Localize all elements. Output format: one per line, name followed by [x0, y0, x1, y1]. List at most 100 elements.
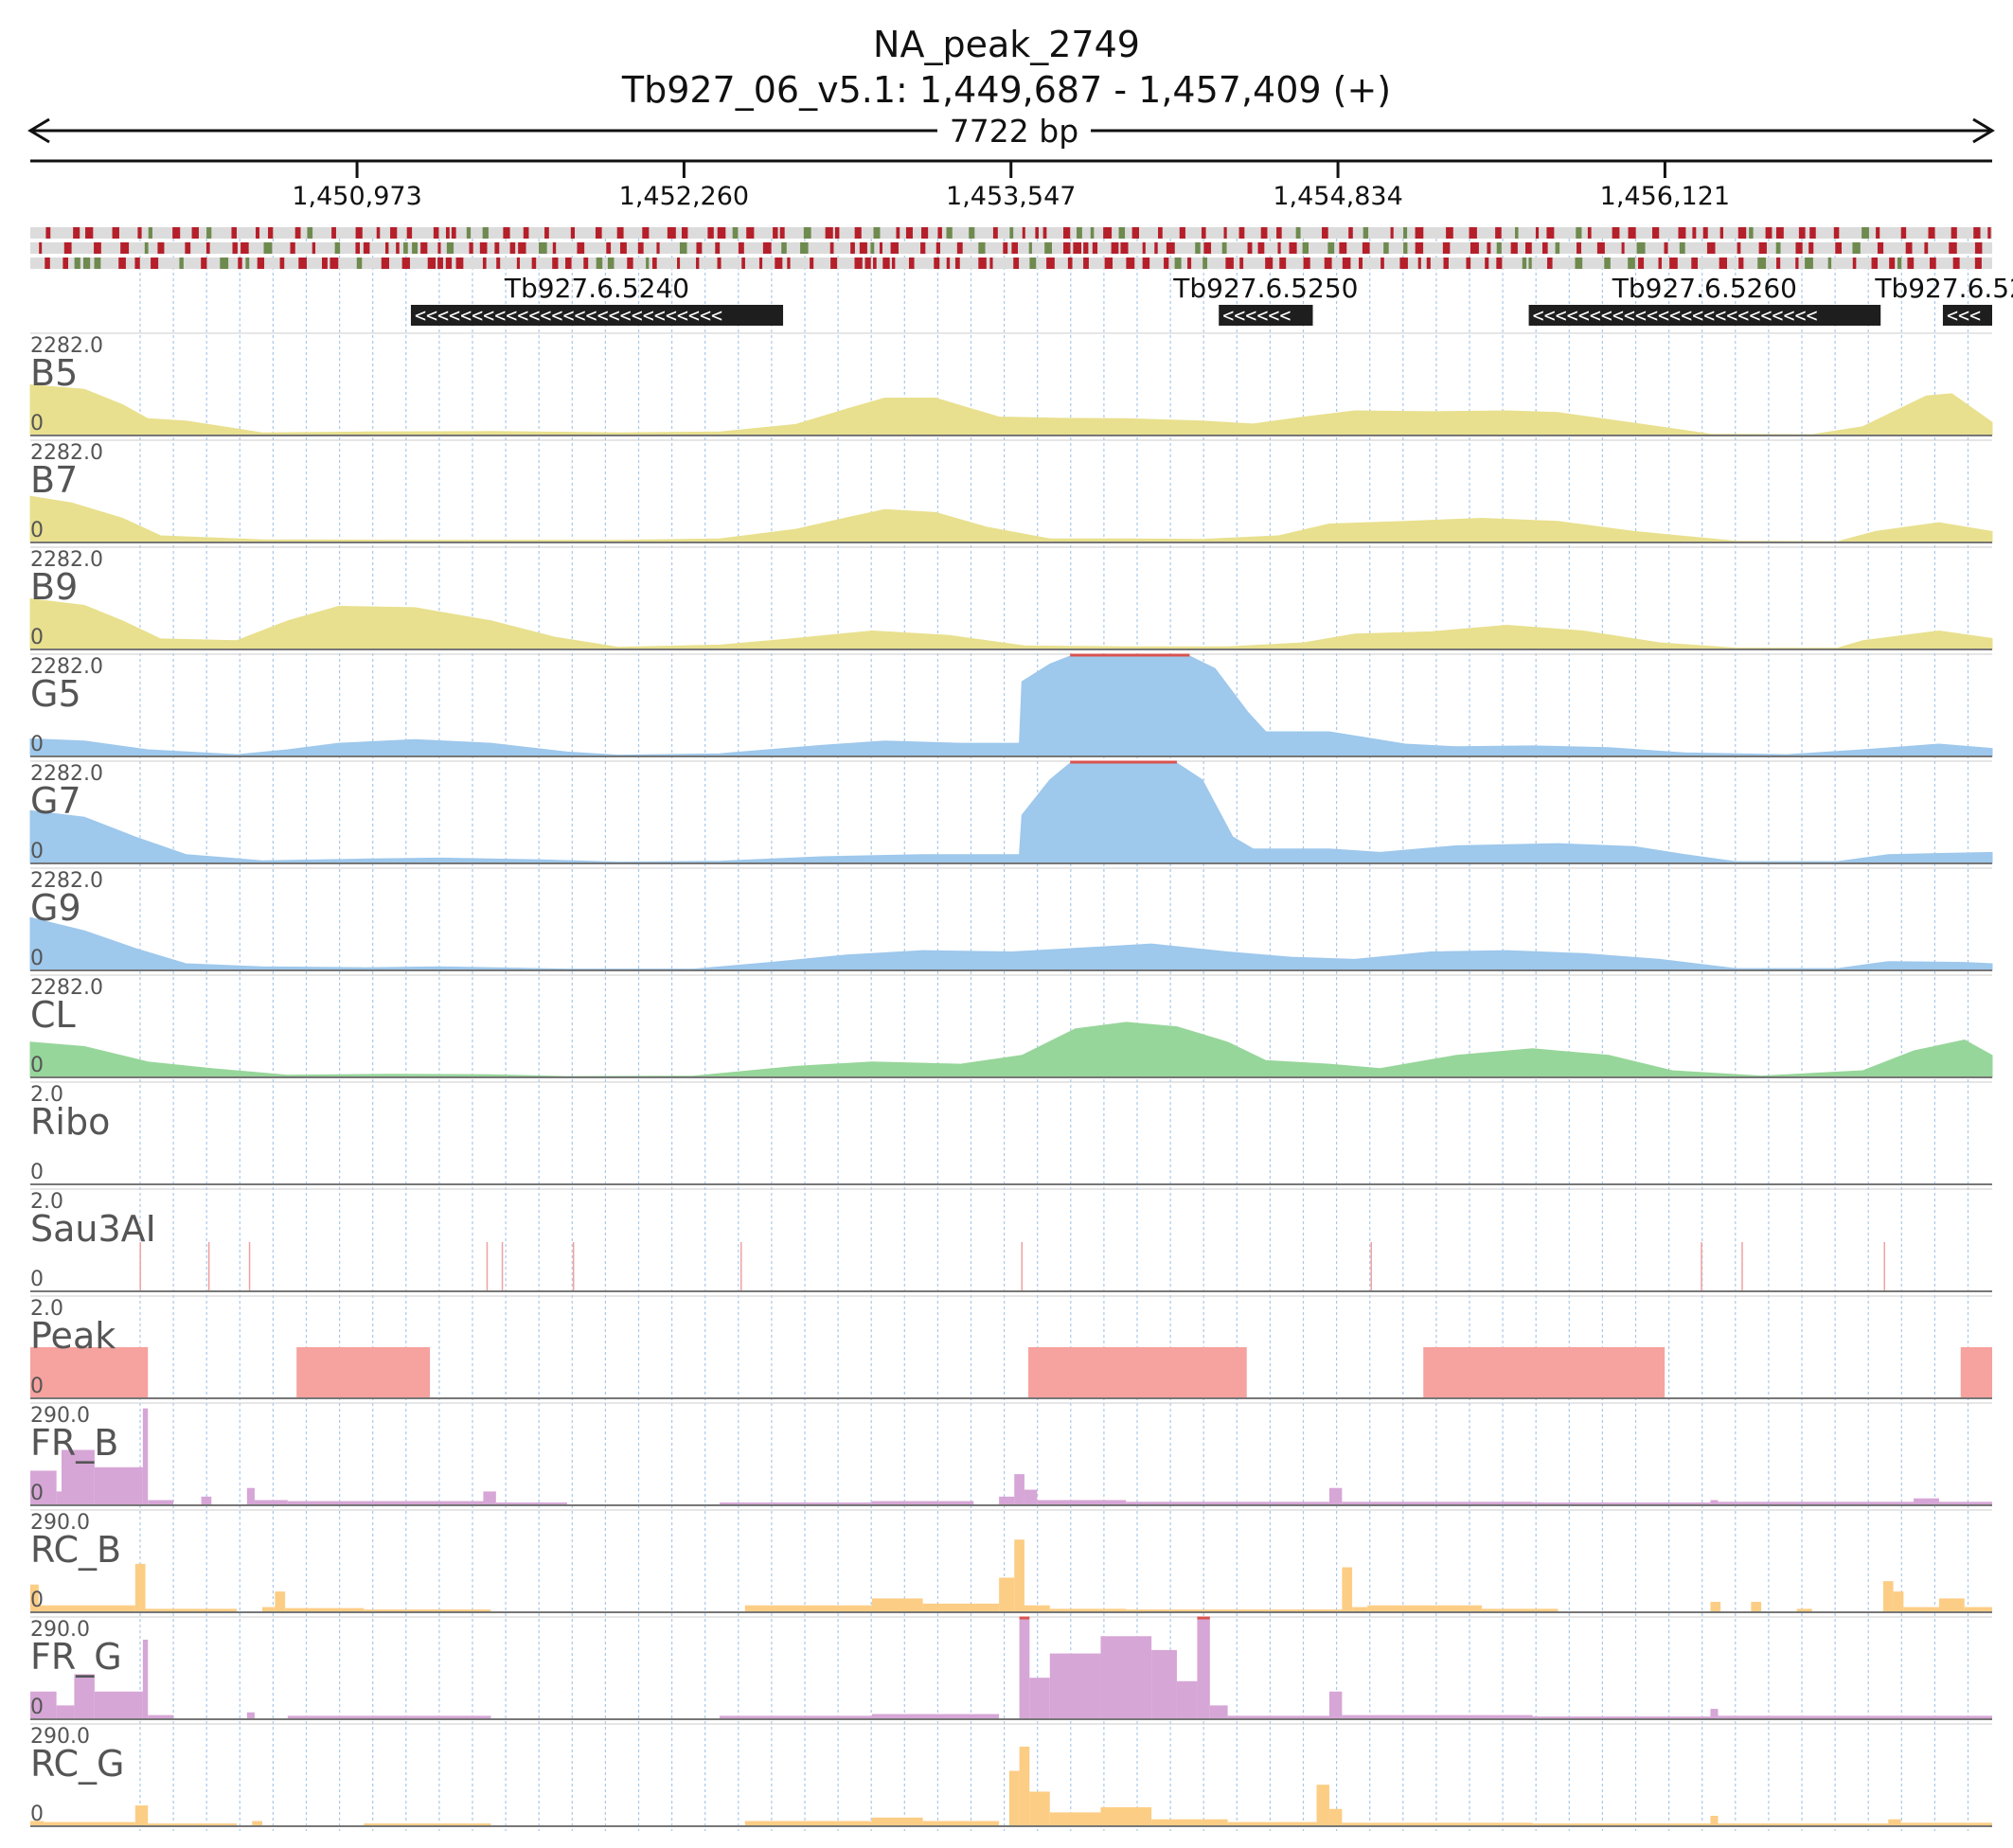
signal-bar	[1049, 1812, 1101, 1826]
sequence-band-mark	[707, 227, 714, 239]
sequence-band-mark	[1399, 258, 1408, 269]
sequence-band-mark	[298, 258, 307, 269]
gene-body-0	[410, 305, 784, 326]
signal-bar	[74, 1674, 95, 1719]
sequence-band-mark	[1638, 258, 1645, 269]
track-area-B9	[29, 598, 1993, 650]
track-max-label: 290.0	[30, 1404, 90, 1428]
sequence-band-mark	[307, 227, 313, 239]
signal-bar	[285, 1608, 365, 1612]
sequence-band-mark	[1930, 258, 1936, 269]
sequence-band-mark	[1223, 227, 1227, 239]
sequence-band-mark	[717, 258, 721, 269]
sequence-band-mark	[63, 242, 72, 254]
signal-bar	[1914, 1498, 1939, 1505]
sequence-band-mark	[403, 242, 408, 254]
signal-bar	[1037, 1500, 1127, 1505]
sequence-band-mark	[437, 242, 441, 254]
sequence-band-mark	[39, 242, 43, 254]
sequence-band-mark	[45, 258, 50, 269]
signal-bar	[1316, 1785, 1329, 1826]
sequence-band-mark	[607, 258, 615, 269]
sequence-band-mark	[616, 227, 624, 239]
sequence-band-mark	[1487, 242, 1491, 254]
sequence-band-mark	[1158, 227, 1163, 239]
sequence-band-mark	[779, 227, 785, 239]
sequence-band-mark	[803, 227, 811, 239]
sequence-band-mark	[256, 227, 260, 239]
sequence-band-mark	[908, 258, 915, 269]
sequence-band-mark	[859, 242, 867, 254]
signal-bar	[246, 1712, 255, 1719]
sequence-band-mark	[503, 227, 510, 239]
sequence-band-mark	[864, 258, 871, 269]
sequence-band-mark	[1951, 227, 1957, 239]
sequence-band-mark	[1063, 242, 1071, 254]
sequence-band-mark	[1131, 227, 1140, 239]
sequence-band-mark	[978, 242, 986, 254]
signal-bar	[744, 1821, 872, 1826]
signal-bar	[252, 1821, 262, 1826]
track-max-label: 290.0	[30, 1725, 90, 1749]
signal-bar	[1796, 1608, 1812, 1612]
sequence-band-mark	[137, 227, 142, 239]
sequence-band-mark	[850, 242, 855, 254]
sequence-band-mark	[642, 227, 650, 239]
signal-bar	[1126, 1609, 1343, 1612]
signal-bar	[30, 1470, 57, 1505]
sequence-band-mark	[330, 258, 339, 269]
sequence-band-mark	[1692, 227, 1697, 239]
sequence-band-mark	[1862, 227, 1869, 239]
sequence-band-mark	[231, 227, 237, 239]
signal-bar	[30, 1584, 39, 1612]
sequence-band-mark	[1442, 242, 1451, 254]
figure-title: NA_peak_2749	[873, 24, 1140, 65]
gene-label-3: Tb927.6.5270	[1874, 273, 2013, 304]
sequence-band-mark	[873, 227, 881, 239]
sequence-band-mark	[1383, 242, 1389, 254]
sequence-band-mark	[577, 242, 585, 254]
sequence-band-mark	[1120, 242, 1129, 254]
sequence-band-mark	[539, 242, 547, 254]
track-max-label: 2282.0	[30, 655, 103, 679]
sequence-band-mark	[1403, 227, 1408, 239]
sequence-band-mark	[1833, 227, 1840, 239]
sequence-band-mark	[715, 242, 721, 254]
signal-bar	[1328, 1691, 1343, 1719]
sequence-band-mark	[1541, 242, 1548, 254]
gene-strand-arrows-2: <<<<<<<<<<<<<<<<<<<<<<<<<	[1533, 304, 1818, 327]
sequence-band-mark	[1808, 242, 1814, 254]
track-max-label: 2282.0	[30, 869, 103, 893]
signal-bar	[1014, 1474, 1024, 1505]
track-B5: 2282.0B5 0	[29, 332, 1993, 436]
sequence-band-mark	[696, 242, 703, 254]
signal-bar	[1718, 1715, 1992, 1719]
signal-bar	[1938, 1598, 1965, 1612]
sequence-band-mark	[1104, 258, 1113, 269]
track-B9: 2282.0B9 0	[29, 546, 1993, 650]
sequence-band-mark	[1652, 227, 1660, 239]
sequence-band-mark	[1664, 242, 1668, 254]
sequence-band-mark	[800, 242, 809, 254]
sequence-band-mark	[667, 227, 676, 239]
sequence-band-mark	[1289, 242, 1297, 254]
sequence-band-mark	[179, 258, 184, 269]
track-min-label: 0	[30, 1054, 44, 1077]
sequence-band-mark	[1852, 258, 1857, 269]
sequence-band-mark	[1719, 258, 1727, 269]
sequence-band-mark	[205, 242, 210, 254]
sequence-band-mark	[1077, 227, 1082, 239]
signal-bar	[1019, 1619, 1030, 1719]
sequence-band-mark	[1827, 258, 1832, 269]
signal-bar	[142, 1639, 149, 1719]
signal-bar	[1049, 1608, 1127, 1612]
peak-block	[1423, 1347, 1666, 1398]
sequence-band-mark	[469, 242, 473, 254]
sequence-band-mark	[1092, 242, 1098, 254]
sequence-band-mark	[85, 227, 94, 239]
signal-bar	[1367, 1605, 1482, 1612]
signal-bar	[134, 1563, 146, 1612]
track-name-label: Sau3AI	[30, 1208, 156, 1250]
sequence-band-mark	[1871, 258, 1879, 269]
signal-bar	[1029, 1678, 1050, 1719]
